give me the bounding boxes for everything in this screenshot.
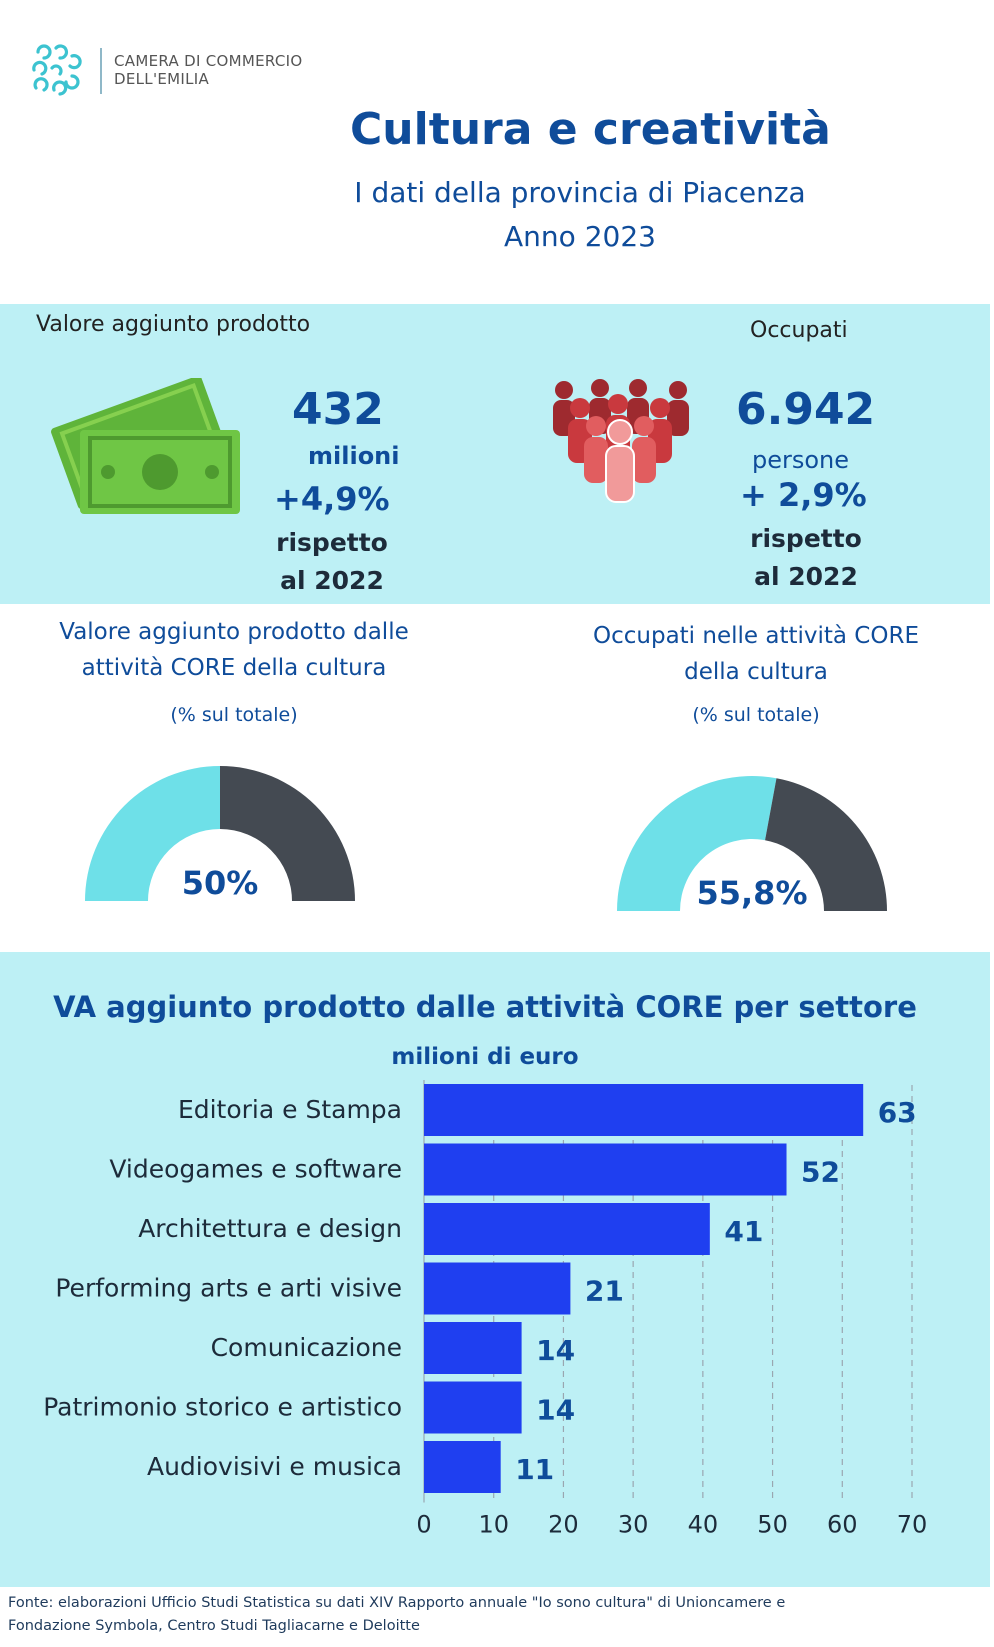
- people-group-icon: [553, 379, 689, 503]
- data-label: 63: [878, 1096, 917, 1129]
- gauge-left-title-line1: Valore aggiunto prodotto dalle: [59, 619, 409, 645]
- kpi-value-change: +4,9%: [274, 480, 390, 518]
- data-label: 14: [536, 1334, 575, 1367]
- gauge-left-value: 50%: [181, 864, 259, 902]
- org-name-line1: CAMERA DI COMMERCIO: [114, 52, 303, 70]
- kpi-value-note-line2: al 2022: [280, 566, 384, 595]
- gauge-right-title-line1: Occupati nelle attività CORE: [593, 623, 919, 649]
- bar: [424, 1203, 710, 1255]
- kpi-jobs-note-line1: rispetto: [750, 524, 862, 553]
- source-note: Fonte: elaborazioni Ufficio Studi Statis…: [8, 1592, 968, 1638]
- kpi-jobs-change: + 2,9%: [740, 476, 867, 514]
- page-title: Cultura e creatività: [350, 104, 831, 155]
- bar-chart-title: VA aggiunto prodotto dalle attività CORE…: [53, 990, 917, 1024]
- category-label: Architettura e design: [138, 1214, 402, 1243]
- x-tick-label: 70: [897, 1511, 928, 1539]
- kpi-value-number: 432: [292, 384, 384, 435]
- gauge-right-rest: [765, 778, 887, 911]
- kpi-value-note-line1: rispetto: [276, 528, 388, 557]
- logo-divider: [100, 48, 102, 94]
- category-label: Editoria e Stampa: [178, 1095, 402, 1124]
- x-tick-label: 20: [548, 1511, 579, 1539]
- category-label: Patrimonio storico e artistico: [43, 1393, 402, 1422]
- bar: [424, 1322, 522, 1374]
- chamber-logo-icon: [32, 44, 82, 96]
- x-tick-label: 0: [416, 1511, 431, 1539]
- x-tick-label: 40: [688, 1511, 719, 1539]
- bar: [424, 1143, 787, 1196]
- bar: [424, 1262, 571, 1315]
- data-label: 52: [801, 1156, 840, 1189]
- data-label: 41: [724, 1215, 763, 1248]
- bar: [424, 1441, 501, 1493]
- category-label: Audiovisivi e musica: [147, 1452, 402, 1481]
- kpi-value-label: Valore aggiunto prodotto: [36, 312, 311, 337]
- bar-chart: 0 10 20 30 40 50 60 70 Editoria e Stampa 63 Videog…: [43, 1080, 928, 1539]
- source-line2: Fondazione Symbola, Centro Studi Tagliac…: [8, 1618, 420, 1634]
- category-label: Performing arts e arti visive: [55, 1274, 402, 1303]
- x-tick-label: 10: [478, 1511, 509, 1539]
- category-label: Videogames e software: [109, 1155, 402, 1184]
- kpi-jobs-label: Occupati: [750, 318, 848, 343]
- gauge-right-subtitle: (% sul totale): [692, 704, 820, 726]
- gauge-left-rest: [220, 766, 355, 901]
- x-tick-label: 50: [757, 1511, 788, 1539]
- kpi-value-unit: milioni: [308, 442, 400, 470]
- data-label: 21: [585, 1275, 624, 1308]
- x-tick-label: 60: [827, 1511, 858, 1539]
- banknotes-icon: [51, 378, 240, 514]
- gauge-right-title-line2: della cultura: [684, 659, 828, 685]
- source-line1: Fonte: elaborazioni Ufficio Studi Statis…: [8, 1595, 786, 1611]
- gauge-left-fill: [85, 766, 220, 901]
- data-label: 11: [515, 1453, 554, 1486]
- page-subtitle: I dati della provincia di Piacenza: [354, 176, 806, 209]
- bar-chart-unit: milioni di euro: [391, 1044, 579, 1070]
- x-tick-label: 30: [618, 1511, 649, 1539]
- gauge-left-subtitle: (% sul totale): [170, 704, 298, 726]
- gauge-left-title-line2: attività CORE della cultura: [81, 655, 387, 681]
- kpi-jobs-note-line2: al 2022: [754, 562, 858, 591]
- gauge-right: [617, 776, 887, 911]
- gauge-right-value: 55,8%: [696, 874, 808, 912]
- gauge-left: [85, 766, 355, 901]
- kpi-jobs-number: 6.942: [736, 384, 876, 435]
- bar: [424, 1084, 864, 1136]
- page-year: Anno 2023: [504, 220, 656, 253]
- org-name-line2: DELL'EMILIA: [114, 70, 210, 88]
- category-label: Comunicazione: [211, 1333, 402, 1362]
- gauge-right-fill: [617, 776, 777, 911]
- bar: [424, 1381, 522, 1434]
- kpi-jobs-unit: persone: [752, 446, 850, 474]
- data-label: 14: [536, 1394, 575, 1427]
